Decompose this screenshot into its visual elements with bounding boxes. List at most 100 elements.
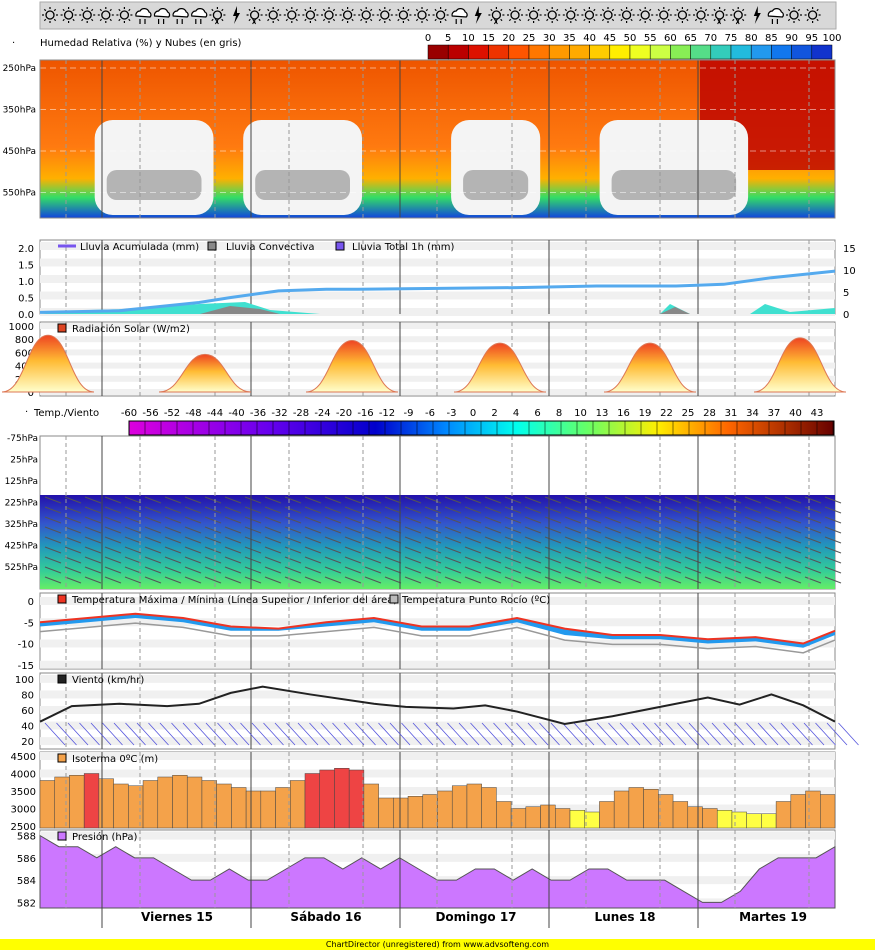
wind-arrow	[516, 722, 537, 746]
tempwind-y-tick: 25hPa	[10, 456, 38, 466]
sun-icon	[786, 7, 802, 23]
tempwind-scale-tick: -12	[379, 408, 395, 419]
press-band	[40, 853, 835, 862]
tempwind-wind-barb	[224, 536, 242, 544]
tempwind-wind-barb	[364, 576, 382, 584]
tempwind-wind-barb	[484, 516, 502, 524]
tempwind-wind-barb	[624, 546, 642, 554]
tempwind-wind-barb	[404, 536, 422, 544]
tempwind-wind-barb	[744, 526, 762, 534]
tempwind-wind-barb	[624, 576, 642, 584]
wind-arrow	[320, 722, 342, 746]
tempwind-wind-barb	[304, 566, 322, 574]
tempwind-wind-barb	[824, 526, 842, 534]
tempwind-wind-barb	[44, 506, 62, 514]
tempwind-wind-barb	[324, 526, 342, 534]
tempwind-wind-barb	[304, 556, 322, 564]
wind-arrow	[378, 722, 399, 746]
wind-arrow	[171, 722, 192, 746]
wind-speed-line	[39, 685, 836, 726]
wind-arrow	[205, 722, 227, 746]
humidity-scale-tick: 20	[502, 33, 515, 44]
tempwind-wind-barb	[704, 496, 722, 504]
tempwind-wind-barb	[84, 576, 102, 584]
tempwind-wind-barb	[644, 576, 662, 584]
tempwind-wind-barb	[284, 506, 302, 514]
sun-icon	[414, 7, 430, 23]
wind-arrow	[700, 722, 721, 746]
legend-wind: Viento (km/hr)	[72, 675, 144, 686]
tempwind-wind-barb	[444, 496, 462, 504]
tempwind-wind-barb	[524, 546, 542, 554]
iso-bar	[172, 775, 188, 829]
tempwind-wind-barb	[204, 526, 222, 534]
tempwind-wind-barb	[84, 566, 102, 574]
tempwind-wind-barb	[164, 556, 182, 564]
iso-bar	[231, 787, 247, 829]
tempwind-wind-barb	[664, 496, 682, 504]
credit-footer: ChartDirector (unregistered) from www.ad…	[0, 939, 875, 950]
tempwind-wind-barb	[664, 556, 682, 564]
tempwind-wind-barb	[284, 546, 302, 554]
iso-bar	[157, 776, 173, 829]
legend-solar-swatch	[57, 323, 67, 333]
wind-arrow	[665, 722, 687, 746]
tempwind-wind-barb	[64, 536, 82, 544]
tempwind-wind-barb	[724, 496, 742, 504]
tempwind-wind-barb	[464, 546, 482, 554]
tempwind-wind-barb	[144, 516, 162, 524]
solar-day-peak	[753, 337, 847, 393]
tempwind-scale-tick: 10	[574, 408, 587, 419]
tempwind-wind-barb	[524, 526, 542, 534]
temp-y-tick: -10	[18, 640, 34, 651]
tempwind-wind-barb	[624, 536, 642, 544]
tempwind-wind-barb	[64, 566, 82, 574]
tempwind-wind-barb	[784, 496, 802, 504]
iso-bar	[83, 773, 100, 829]
humidity-scale-tick: 25	[523, 33, 536, 44]
tempwind-wind-barb	[744, 576, 762, 584]
humidity-scale-tick: 65	[684, 33, 697, 44]
tempwind-wind-barb	[524, 496, 542, 504]
tempwind-wind-barb	[524, 516, 542, 524]
wind-band	[40, 674, 835, 683]
tempwind-wind-barb	[604, 536, 622, 544]
wind-arrow	[148, 722, 169, 746]
tempwind-wind-barb	[784, 516, 802, 524]
wind-arrow	[711, 722, 733, 746]
tempwind-wind-barb	[644, 536, 662, 544]
solar-day-peak	[1, 334, 95, 393]
tempwind-wind-barb	[784, 536, 802, 544]
tempwind-wind-barb	[624, 556, 642, 564]
legend-temp-swatch	[57, 594, 67, 604]
tempwind-wind-barb	[704, 576, 722, 584]
tempwind-wind-barb	[524, 506, 542, 514]
tempwind-wind-barb	[124, 566, 142, 574]
sun-snow-icon	[488, 7, 505, 25]
wind-arrow	[332, 722, 353, 746]
tempwind-wind-barb	[144, 536, 162, 544]
legend-rain-total: Lluvia Total 1h (mm)	[352, 242, 454, 253]
cloud-core	[463, 170, 529, 200]
tempwind-wind-barb	[824, 546, 842, 554]
tempwind-wind-barb	[404, 516, 422, 524]
tempwind-wind-barb	[244, 526, 262, 534]
humidity-scale-swatch	[548, 44, 570, 60]
tempwind-wind-barb	[44, 526, 62, 534]
iso-bar	[334, 768, 350, 829]
tempwind-wind-barb	[284, 536, 302, 544]
tempwind-wind-barb	[764, 516, 782, 524]
iso-bar	[481, 787, 497, 829]
tempwind-wind-barb	[584, 576, 602, 584]
tempwind-wind-barb	[204, 516, 222, 524]
tempwind-wind-barb	[144, 556, 162, 564]
tempwind-wind-barb	[364, 506, 382, 514]
tempwind-wind-barb	[204, 576, 222, 584]
tempwind-wind-barb	[604, 516, 622, 524]
sun-snow-icon	[730, 7, 747, 25]
day-label: Lunes 18	[595, 910, 656, 924]
iso-bar	[599, 801, 615, 829]
tempwind-wind-barb	[424, 546, 442, 554]
tempwind-wind-barb	[384, 536, 402, 544]
